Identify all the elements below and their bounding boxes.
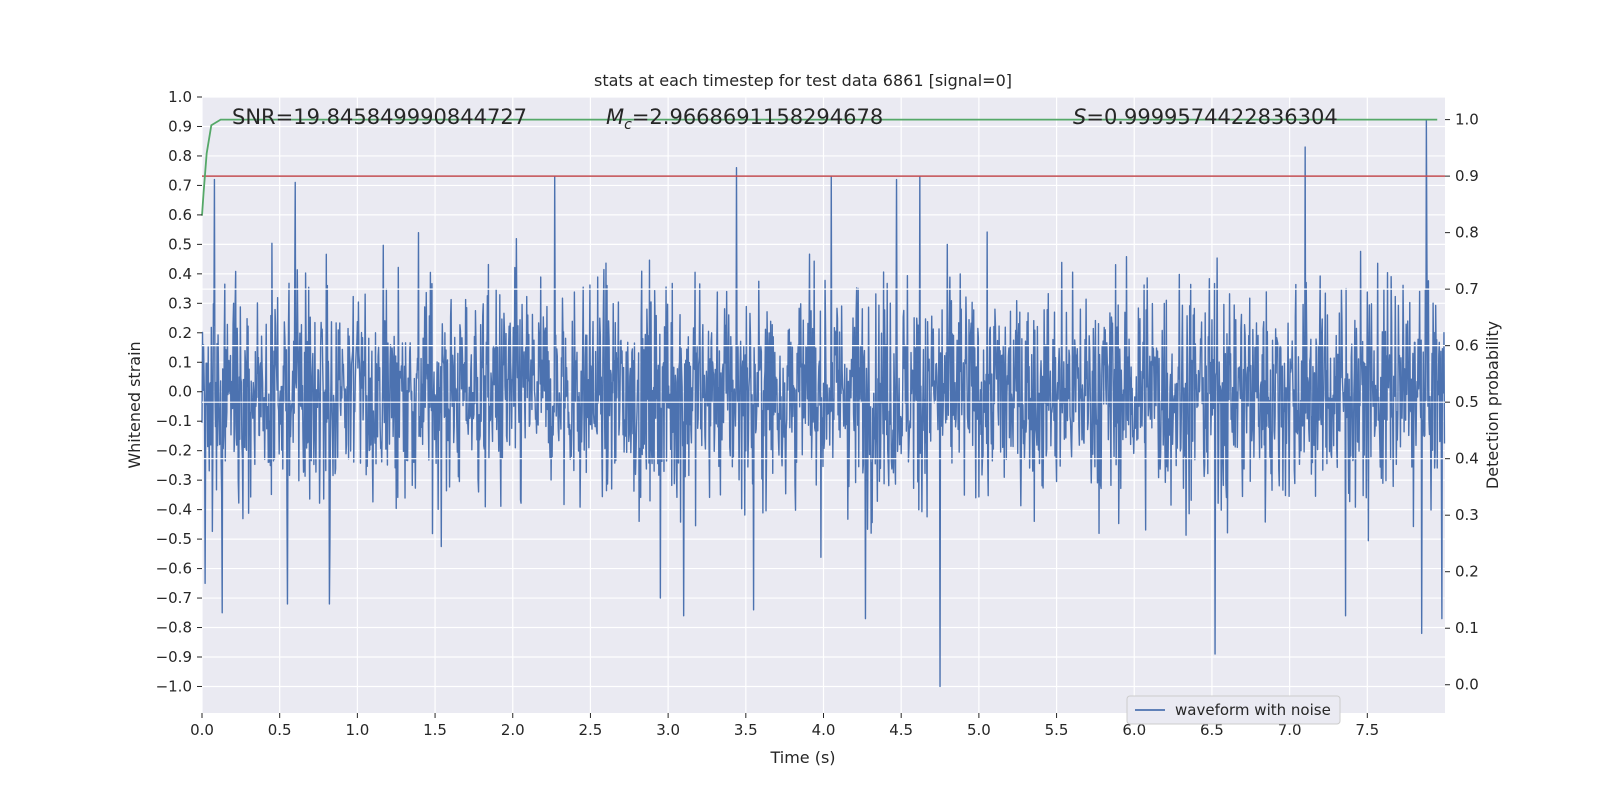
snr-annotation: SNR=19.845849990844727 [232, 105, 527, 129]
y-axis-label: Whitened strain [125, 341, 144, 468]
y-tick-label: −0.3 [156, 471, 192, 489]
x-tick-label: 1.5 [423, 721, 447, 739]
y2-tick-label: 0.6 [1455, 337, 1479, 355]
legend: waveform with noise [1126, 695, 1341, 725]
x-tick-label: 5.5 [1045, 721, 1069, 739]
y-tick-label: 0.0 [168, 383, 192, 401]
mc-value: =2.9668691158294678 [632, 105, 883, 129]
x-tick-label: 0.5 [268, 721, 292, 739]
y2-tick-label: 1.0 [1455, 111, 1479, 129]
s-annotation: S=0.9999574422836304 [1073, 105, 1338, 129]
x-tick-label: 0.0 [190, 721, 214, 739]
y2-tick-label: 0.7 [1455, 280, 1479, 298]
x-tick-label: 7.0 [1278, 721, 1302, 739]
x-tick-label: 4.5 [889, 721, 913, 739]
y-tick-label: −0.6 [156, 560, 192, 578]
mc-symbol: M [606, 105, 624, 129]
y2-tick-label: 0.0 [1455, 676, 1479, 694]
chart-title: stats at each timestep for test data 686… [594, 71, 1012, 90]
y2-tick-label: 0.5 [1455, 393, 1479, 411]
y2-tick-label: 0.8 [1455, 224, 1479, 242]
legend-label: waveform with noise [1175, 701, 1331, 719]
x-tick-label: 6.5 [1200, 721, 1224, 739]
waveform-series [201, 119, 1446, 688]
y-tick-label: 0.2 [168, 324, 192, 342]
x-tick-label: 3.5 [734, 721, 758, 739]
chirp-mass-annotation: Mc=2.9668691158294678 [606, 105, 883, 133]
x-tick-label: 5.0 [967, 721, 991, 739]
y2-tick-label: 0.9 [1455, 167, 1479, 185]
x-tick-label: 6.0 [1122, 721, 1146, 739]
y2-tick-label: 0.2 [1455, 563, 1479, 581]
y-axis-ticks: 1.0 0.9 0.8 0.7 0.6 0.5 0.4 0.3 0.2 0.1 0.0 −0.1 −0.… [156, 88, 202, 695]
x-tick-label: 3.0 [656, 721, 680, 739]
y-tick-label: 0.4 [168, 265, 192, 283]
y-tick-label: −0.5 [156, 530, 192, 548]
legend-box [1126, 695, 1341, 725]
y-tick-label: 0.8 [168, 147, 192, 165]
y2-axis-ticks: 1.0 0.9 0.8 0.7 0.6 0.5 0.4 0.3 0.2 0.1 0.0 [1445, 111, 1479, 694]
y2-tick-label: 0.3 [1455, 506, 1479, 524]
y-tick-label: 1.0 [168, 88, 192, 106]
x-tick-label: 2.0 [501, 721, 525, 739]
x-tick-label: 7.5 [1355, 721, 1379, 739]
y-tick-label: 0.5 [168, 235, 192, 253]
y2-tick-label: 0.4 [1455, 450, 1479, 468]
y-tick-label: 0.7 [168, 176, 192, 194]
y-tick-label: 0.1 [168, 353, 192, 371]
y-tick-label: −0.7 [156, 589, 192, 607]
y-tick-label: 0.9 [168, 117, 192, 135]
x-tick-label: 2.5 [579, 721, 603, 739]
waveform-line [201, 119, 1446, 688]
y2-axis-label: Detection probability [1483, 321, 1502, 489]
probability-series [201, 118, 1445, 460]
probability-line [201, 118, 1438, 216]
x-tick-label: 1.0 [345, 721, 369, 739]
y-tick-label: −0.4 [156, 501, 192, 519]
x-axis-ticks: 0.0 0.5 1.0 1.5 2.0 2.5 3.0 3.5 4.0 4.5 5.0 5.5 6.0 6… [190, 713, 1379, 739]
y-tick-label: −0.1 [156, 412, 192, 430]
grid [201, 96, 1445, 713]
s-value: =0.9999574422836304 [1086, 105, 1337, 129]
x-axis-label: Time (s) [769, 748, 835, 767]
y2-tick-label: 0.1 [1455, 619, 1479, 637]
mc-subscript: c [624, 117, 632, 133]
s-symbol: S [1073, 105, 1086, 129]
y-tick-label: 0.6 [168, 206, 192, 224]
x-tick-label: 4.0 [812, 721, 836, 739]
y-tick-label: −0.8 [156, 619, 192, 637]
y-tick-label: −0.9 [156, 648, 192, 666]
y-tick-label: 0.3 [168, 294, 192, 312]
y-tick-label: −0.2 [156, 442, 192, 460]
y-tick-label: −1.0 [156, 677, 192, 695]
